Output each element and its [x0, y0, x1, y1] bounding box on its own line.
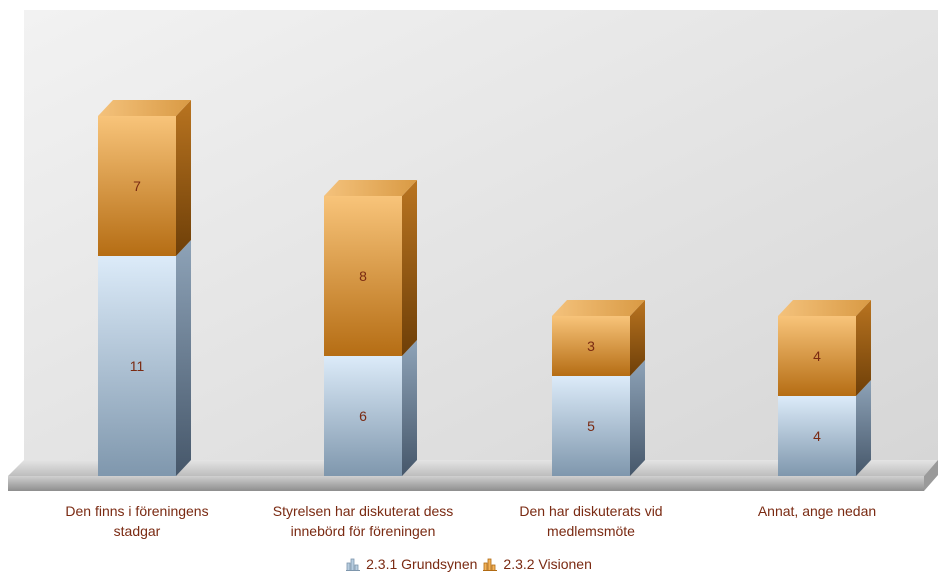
- legend-item-1: 2.3.1 Grundsynen: [346, 556, 477, 572]
- bar-segment-2-1: [98, 100, 191, 256]
- bar-segment-1-3: [552, 360, 645, 476]
- data-label-2-3: 3: [587, 338, 595, 354]
- data-label-2-1: 7: [133, 178, 141, 194]
- category-label-4: Annat, ange nedan: [717, 501, 917, 521]
- bar-segment-1-2: [324, 340, 417, 476]
- legend-label: 2.3.1 Grundsynen: [366, 556, 478, 572]
- category-label-line: Annat, ange nedan: [757, 503, 877, 519]
- data-label-2-4: 4: [813, 348, 821, 364]
- data-label-1-1: 11: [130, 358, 145, 374]
- bar-segment-2-2: [324, 180, 417, 356]
- category-label-2: Styrelsen har diskuterat dess innebörd fö…: [263, 501, 463, 541]
- legend: 2.3.1 Grundsynen 2.3.2 Visionen: [0, 556, 938, 574]
- category-label-1: Den finns i föreningens stadgar: [37, 501, 237, 541]
- category-label-line: innebörd för föreningen: [290, 523, 436, 539]
- data-label-2-2: 8: [359, 268, 367, 284]
- bar-chart-icon: [346, 558, 361, 571]
- bar-segment-1-4: [778, 380, 871, 476]
- data-label-1-4: 4: [813, 428, 821, 444]
- legend-item-2: 2.3.2 Visionen: [483, 556, 592, 572]
- bar-chart-icon: [483, 558, 498, 571]
- bar-segment-2-3: [552, 300, 645, 376]
- chart-floor-side: [924, 460, 938, 491]
- data-label-1-3: 5: [587, 418, 595, 434]
- category-label-line: stadgar: [113, 523, 161, 539]
- bar-segment-2-4: [778, 300, 871, 396]
- category-label-line: Den finns i föreningens: [65, 503, 209, 519]
- category-label-line: medlemsmöte: [547, 523, 635, 539]
- category-label-3: Den har diskuterats vid medlemsmöte: [491, 501, 691, 541]
- chart-back-wall: [24, 10, 938, 464]
- data-label-1-2: 6: [359, 408, 367, 424]
- category-label-line: Den har diskuterats vid: [519, 503, 663, 519]
- bar-segment-1-1: [98, 240, 191, 476]
- legend-label: 2.3.2 Visionen: [503, 556, 592, 572]
- category-label-line: Styrelsen har diskuterat dess: [272, 503, 454, 519]
- chart-floor: [8, 460, 938, 476]
- chart-floor-edge: [8, 476, 924, 491]
